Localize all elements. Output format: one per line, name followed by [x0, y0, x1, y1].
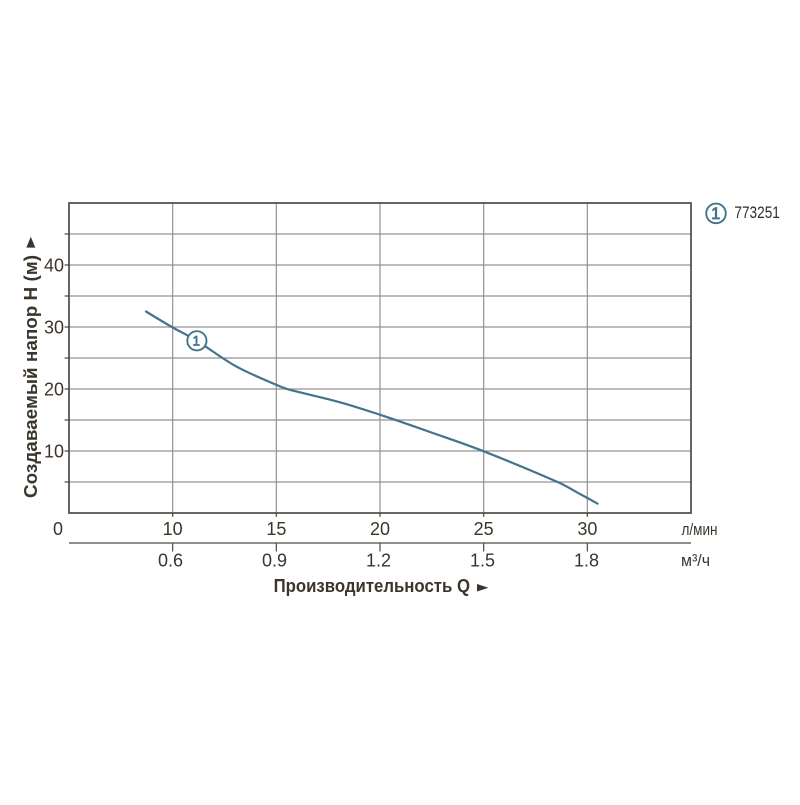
svg-text:25: 25 — [474, 519, 494, 539]
svg-text:1.2: 1.2 — [366, 551, 391, 571]
svg-text:10: 10 — [163, 519, 183, 539]
svg-text:10: 10 — [44, 441, 64, 461]
svg-text:1.5: 1.5 — [470, 551, 495, 571]
svg-text:Создаваемый напор H (м): Создаваемый напор H (м) — [21, 255, 41, 498]
svg-text:м³/ч: м³/ч — [681, 551, 710, 570]
svg-text:0.9: 0.9 — [262, 551, 287, 571]
svg-text:1.8: 1.8 — [574, 551, 599, 571]
svg-text:1: 1 — [711, 205, 720, 223]
svg-text:0.6: 0.6 — [158, 551, 183, 571]
svg-text:40: 40 — [44, 255, 64, 275]
svg-text:15: 15 — [266, 519, 286, 539]
svg-text:0: 0 — [53, 519, 63, 539]
svg-text:773251: 773251 — [734, 203, 780, 222]
svg-text:30: 30 — [44, 317, 64, 337]
svg-text:л/мин: л/мин — [682, 520, 718, 539]
svg-text:30: 30 — [577, 519, 597, 539]
svg-text:Производительность Q: Производительность Q — [274, 576, 470, 596]
svg-text:20: 20 — [44, 379, 64, 399]
svg-text:20: 20 — [370, 519, 390, 539]
svg-text:1: 1 — [193, 334, 201, 349]
